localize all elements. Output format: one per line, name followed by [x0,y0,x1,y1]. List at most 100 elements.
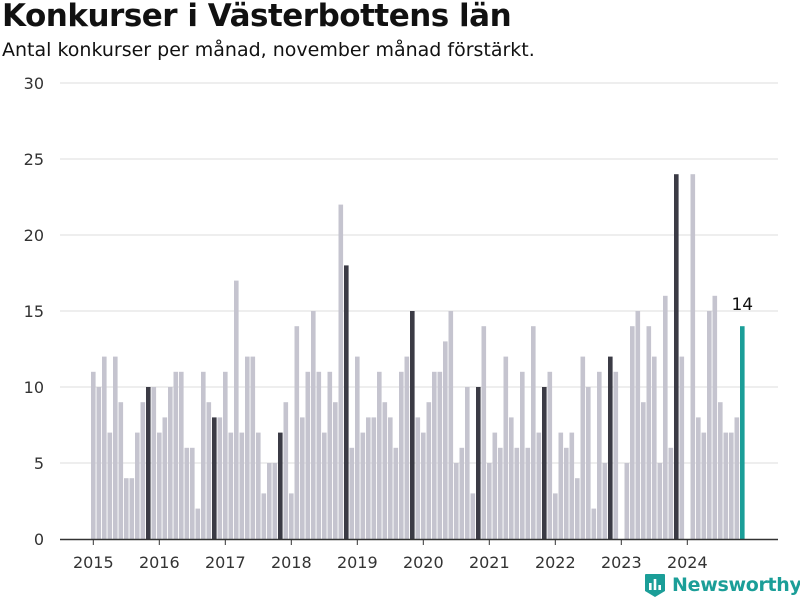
bar [718,402,723,539]
bar [481,326,487,539]
x-tick-label: 2021 [469,553,510,572]
bar [256,432,261,539]
bar [470,493,476,539]
latest-value-label: 14 [731,295,753,315]
bar [525,447,531,539]
bar [333,402,338,539]
bar [377,371,382,539]
bar [311,311,316,539]
bar [245,356,250,539]
x-tick-label: 2020 [403,553,444,572]
bar [190,447,195,539]
bar [316,371,322,539]
data-labels: 14 [731,295,753,315]
bar [300,417,305,539]
x-tick-label: 2024 [667,553,708,572]
bar [173,371,179,539]
y-tick-label: 30 [24,74,44,93]
bar [135,432,140,539]
bar [630,326,635,539]
bar [613,371,619,539]
bar [349,447,355,539]
bar [668,447,674,539]
bar [217,417,223,539]
bar [602,463,608,539]
bar [107,432,113,539]
bar [118,402,124,539]
bar [465,387,470,539]
bar [294,326,300,539]
bar [514,447,520,539]
bar [206,402,212,539]
bar [646,326,652,539]
x-tick-label: 2018 [271,553,312,572]
bar [113,356,118,539]
bar [96,387,102,539]
bar [712,295,718,539]
x-tick-label: 2015 [73,553,114,572]
bar [591,508,597,539]
bar [575,478,580,539]
y-tick-label: 15 [24,302,44,321]
bar [503,356,509,539]
bar [652,356,657,539]
bar [344,265,349,539]
bar [520,371,525,539]
bar [426,402,432,539]
bar [410,311,415,539]
x-axis-tick-labels: 2015 2016 2017 2018 2019 2020 2021 2022 2023 2024 [73,553,708,572]
bar [129,478,135,539]
bar [624,463,630,539]
bar [289,493,294,539]
x-tick-label: 2017 [205,553,246,572]
bar [657,463,663,539]
bar [250,356,256,539]
bar [531,326,536,539]
bar [239,432,245,539]
chart-title: Konkurser i Västerbottens län [2,0,512,34]
bar [272,463,278,539]
bar [740,326,745,539]
bar [140,402,146,539]
bar [448,311,454,539]
bar [184,447,190,539]
bar [404,356,410,539]
bar [322,432,327,539]
bar [641,402,646,539]
bar [179,371,184,539]
bar [432,371,437,539]
bar [421,432,426,539]
x-tick-label: 2016 [139,553,180,572]
bar [476,387,481,539]
bar [492,432,498,539]
bar [597,371,602,539]
bar [564,447,569,539]
bar [168,387,173,539]
y-axis-tick-labels: 0 5 10 15 20 25 30 [24,74,44,549]
bar [338,204,344,539]
bar [569,432,575,539]
bar [278,432,283,539]
bar [157,432,162,539]
y-tick-label: 25 [24,150,44,169]
bar [267,463,272,539]
bar [162,417,168,539]
bar [696,417,701,539]
bar [454,463,459,539]
bar [393,447,399,539]
bar [146,387,151,539]
bar [355,356,360,539]
bar [674,174,679,539]
bar [679,356,685,539]
bar [228,432,234,539]
bar [701,432,707,539]
bar [124,478,129,539]
bar [283,402,289,539]
bar [195,508,201,539]
bar [305,371,311,539]
bar [223,371,228,539]
bar [327,371,333,539]
bar [547,371,553,539]
bar [415,417,421,539]
